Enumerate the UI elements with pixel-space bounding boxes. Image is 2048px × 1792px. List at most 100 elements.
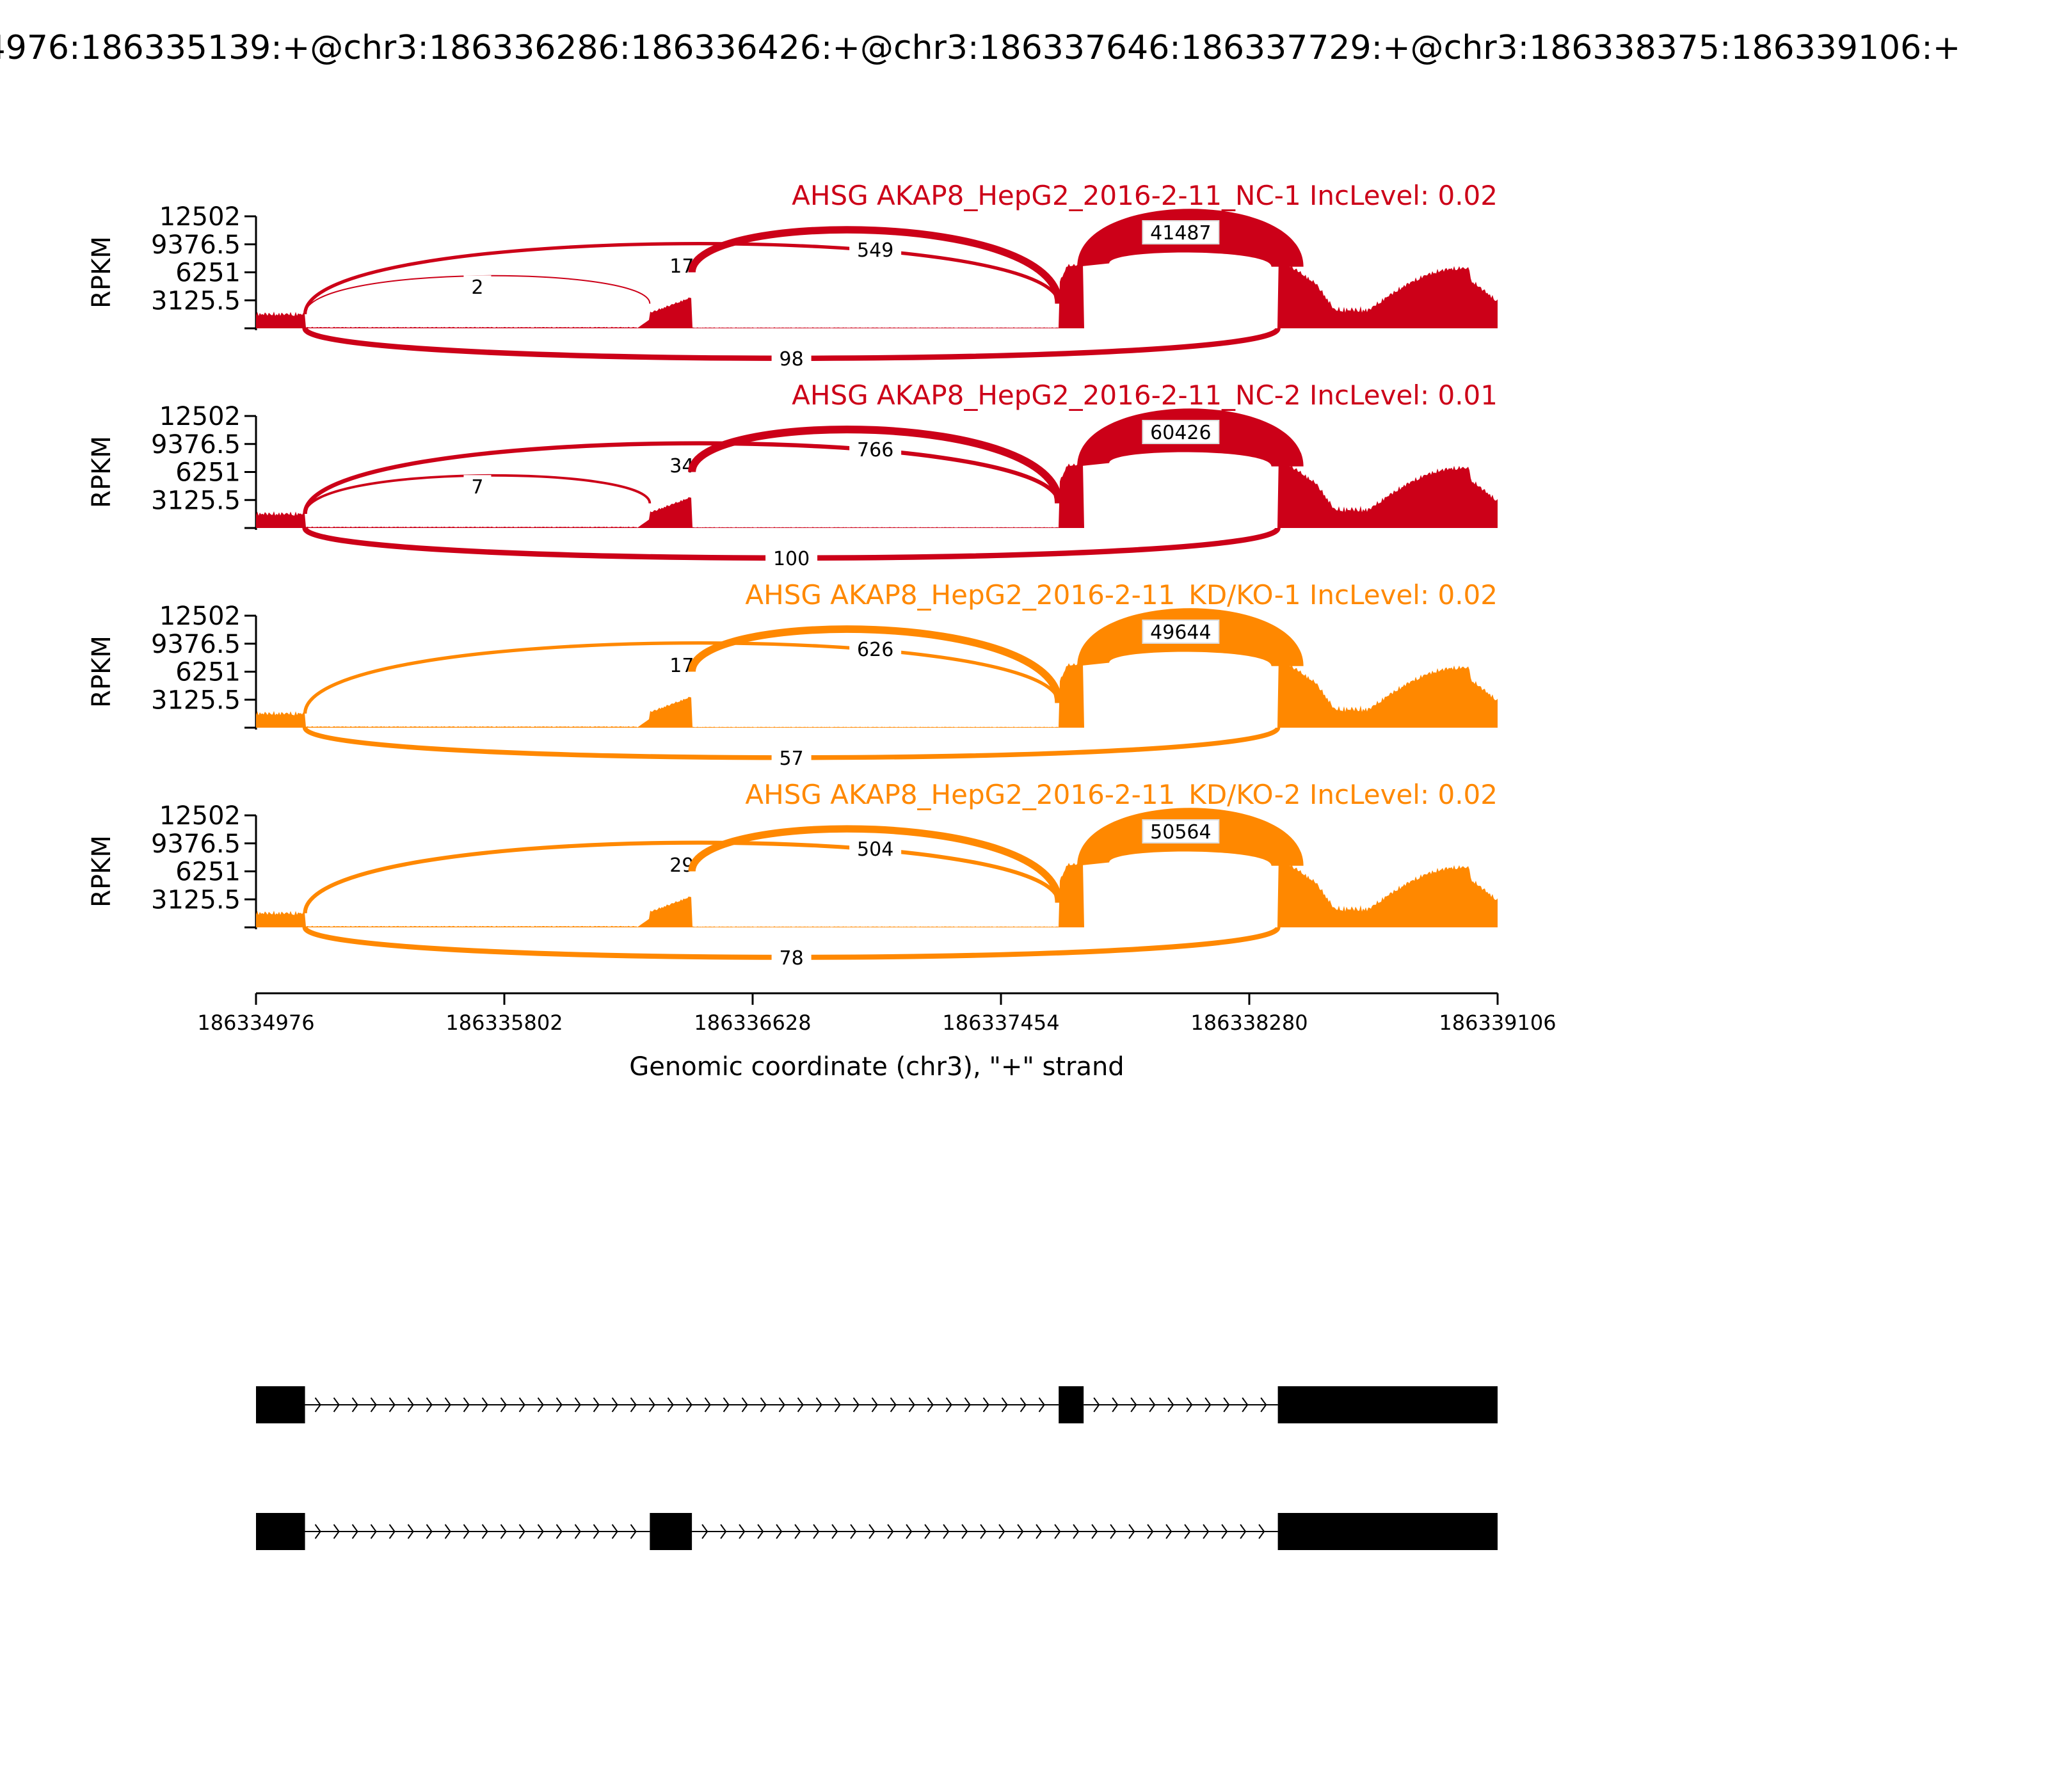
junction-count-label: 49644 [1150,621,1211,644]
x-axis: 186334976 186335802 186336628 186337454 1863… [197,992,1556,1035]
chart-title: chr3:186334976:186335139:+@chr3:18633628… [0,29,1960,67]
strand-arrow [1036,1524,1043,1539]
y-tick-label: 12502 [159,202,241,232]
strand-arrow [906,1524,913,1539]
strand-arrow [574,1524,581,1539]
strand-arrow [444,1524,451,1539]
strand-arrow [500,1397,507,1412]
strand-arrow [797,1397,804,1412]
isoform-2 [256,1513,1498,1550]
x-tick-label: 186338280 [1190,1011,1308,1035]
strand-arrow [1112,1397,1119,1412]
strand-arrow [757,1524,764,1539]
strand-arrow [980,1524,987,1539]
junction-arc [688,425,1063,504]
junction-count-label: 78 [780,947,804,970]
strand-arrow [407,1397,414,1412]
junction-count-label: 60426 [1150,422,1211,444]
strand-arrow [370,1397,377,1412]
exon-block [1277,1513,1498,1550]
strand-arrow [1260,1397,1267,1412]
strand-arrow [815,1397,822,1412]
strand-arrow [611,1524,618,1539]
strand-arrow [1186,1397,1193,1412]
junction-label-box [771,746,812,770]
junction-label-box [849,836,902,860]
x-tick-label: 186336628 [694,1011,811,1035]
strand-arrow [630,1524,637,1539]
strand-arrow [852,1397,860,1412]
strand-arrow [760,1397,767,1412]
junction-count-label: 50564 [1150,821,1211,844]
junction-count-label: 57 [780,748,804,770]
strand-arrow [333,1524,340,1539]
strand-arrow [1130,1397,1137,1412]
strand-arrow [537,1397,544,1412]
strand-arrow [887,1524,894,1539]
junction-arc [303,641,1060,714]
y-tick-label: 6251 [175,259,241,288]
strand-arrow [1240,1524,1247,1539]
strand-arrow [1020,1397,1027,1412]
strand-arrow [685,1397,692,1412]
strand-arrow [704,1397,711,1412]
y-tick-label: 6251 [175,458,241,488]
coverage-area [256,856,1498,927]
strand-arrow [813,1524,820,1539]
strand-arrow [1128,1524,1135,1539]
strand-arrow [463,1397,470,1412]
y-axis-label: RPKM [87,636,116,708]
strand-arrow [1221,1524,1228,1539]
junction-label-box [1142,220,1220,244]
y-tick-label: 12502 [159,402,241,431]
coverage-area [256,257,1498,328]
y-axis-label: RPKM [87,236,116,308]
strand-arrow [945,1397,952,1412]
junction-arc [688,825,1062,903]
junction-arc [303,840,1061,914]
strand-arrow [630,1397,637,1412]
strand-arrow [924,1524,931,1539]
strand-arrow [444,1397,451,1412]
strand-arrow [370,1524,377,1539]
panel-title: AHSG AKAP8_HepG2_2016-2-11_KD/KO-2 IncLe… [745,779,1498,810]
strand-arrow [701,1524,708,1539]
isoform-tracks [256,1386,1498,1550]
strand-arrow [1093,1397,1100,1412]
junction-label-box [765,547,818,570]
junction-label-box [849,437,902,461]
strand-arrow [611,1397,618,1412]
strand-arrow [1038,1397,1045,1412]
strand-arrow [481,1524,488,1539]
junction-count-label: 100 [773,548,810,570]
strand-arrow [1001,1397,1008,1412]
strand-arrow [556,1524,563,1539]
panel-title: AHSG AKAP8_HepG2_2016-2-11_KD/KO-1 IncLe… [745,579,1498,611]
junction-count-label: 2 [471,276,483,299]
strand-arrow [1054,1524,1061,1539]
y-axis-label: RPKM [87,436,116,508]
panel-title: AHSG AKAP8_HepG2_2016-2-11_NC-2 IncLevel… [792,380,1498,411]
junction-label-box [463,275,492,299]
strand-arrow [518,1524,525,1539]
strand-arrow [1165,1524,1172,1539]
junction-label-box [849,637,902,660]
strand-arrow [556,1397,563,1412]
strand-arrow [964,1397,971,1412]
strand-arrow [1017,1524,1024,1539]
strand-arrow [850,1524,857,1539]
y-tick-label: 12502 [159,602,241,631]
strand-arrow [593,1524,600,1539]
junction-arc [688,226,1062,304]
junction-label-box [463,475,492,499]
exon-block [1277,1386,1498,1423]
strand-arrow [593,1397,600,1412]
strand-arrow [314,1524,321,1539]
strand-arrow [1223,1397,1230,1412]
